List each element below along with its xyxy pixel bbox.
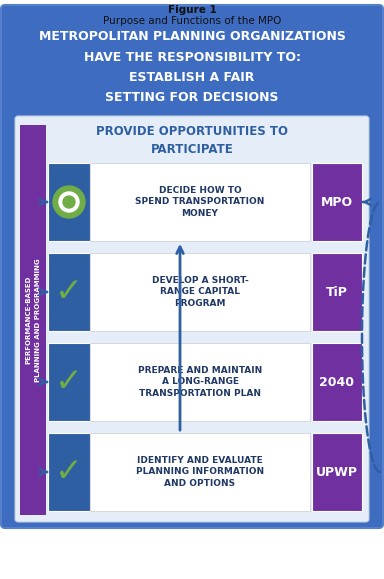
Text: DECIDE HOW TO
SPEND TRANSPORTATION
MONEY: DECIDE HOW TO SPEND TRANSPORTATION MONEY [135, 186, 265, 218]
Text: UPWP: UPWP [316, 466, 358, 478]
Text: 2040: 2040 [319, 376, 354, 389]
Text: METROPOLITAN PLANNING ORGANIZATIONS: METROPOLITAN PLANNING ORGANIZATIONS [38, 30, 346, 43]
FancyBboxPatch shape [48, 253, 90, 331]
Text: Figure 1: Figure 1 [168, 5, 216, 15]
Text: PROVIDE OPPORTUNITIES TO
PARTICIPATE: PROVIDE OPPORTUNITIES TO PARTICIPATE [96, 125, 288, 156]
Text: MPO: MPO [321, 196, 353, 208]
FancyBboxPatch shape [15, 116, 369, 522]
FancyBboxPatch shape [1, 5, 383, 528]
FancyBboxPatch shape [312, 253, 362, 331]
Text: HAVE THE RESPONSIBILITY TO:: HAVE THE RESPONSIBILITY TO: [83, 51, 301, 64]
Text: SETTING FOR DECISIONS: SETTING FOR DECISIONS [105, 91, 279, 104]
Text: TiP: TiP [326, 285, 348, 299]
FancyBboxPatch shape [90, 433, 310, 511]
Text: DEVELOP A SHORT-
RANGE CAPITAL
PROGRAM: DEVELOP A SHORT- RANGE CAPITAL PROGRAM [152, 276, 248, 308]
FancyBboxPatch shape [48, 343, 90, 421]
Text: ✓: ✓ [55, 365, 83, 398]
FancyBboxPatch shape [48, 163, 90, 241]
FancyBboxPatch shape [48, 433, 90, 511]
Text: PERFORMANCE-BASED
PLANNING AND PROGRAMMING: PERFORMANCE-BASED PLANNING AND PROGRAMMI… [25, 258, 40, 382]
FancyBboxPatch shape [90, 253, 310, 331]
FancyBboxPatch shape [312, 163, 362, 241]
Circle shape [59, 192, 79, 212]
FancyBboxPatch shape [90, 343, 310, 421]
Text: ✓: ✓ [55, 276, 83, 309]
FancyBboxPatch shape [90, 163, 310, 241]
Circle shape [53, 186, 85, 218]
Text: IDENTIFY AND EVALUATE
PLANNING INFORMATION
AND OPTIONS: IDENTIFY AND EVALUATE PLANNING INFORMATI… [136, 456, 264, 488]
FancyBboxPatch shape [312, 433, 362, 511]
Text: PREPARE AND MAINTAIN
A LONG-RANGE
TRANSPORTATION PLAN: PREPARE AND MAINTAIN A LONG-RANGE TRANSP… [138, 366, 262, 398]
Text: ✓: ✓ [55, 456, 83, 489]
Text: Purpose and Functions of the MPO: Purpose and Functions of the MPO [103, 16, 281, 26]
Text: ESTABLISH A FAIR: ESTABLISH A FAIR [129, 71, 255, 84]
FancyBboxPatch shape [312, 343, 362, 421]
Circle shape [63, 196, 75, 208]
FancyBboxPatch shape [20, 125, 46, 515]
